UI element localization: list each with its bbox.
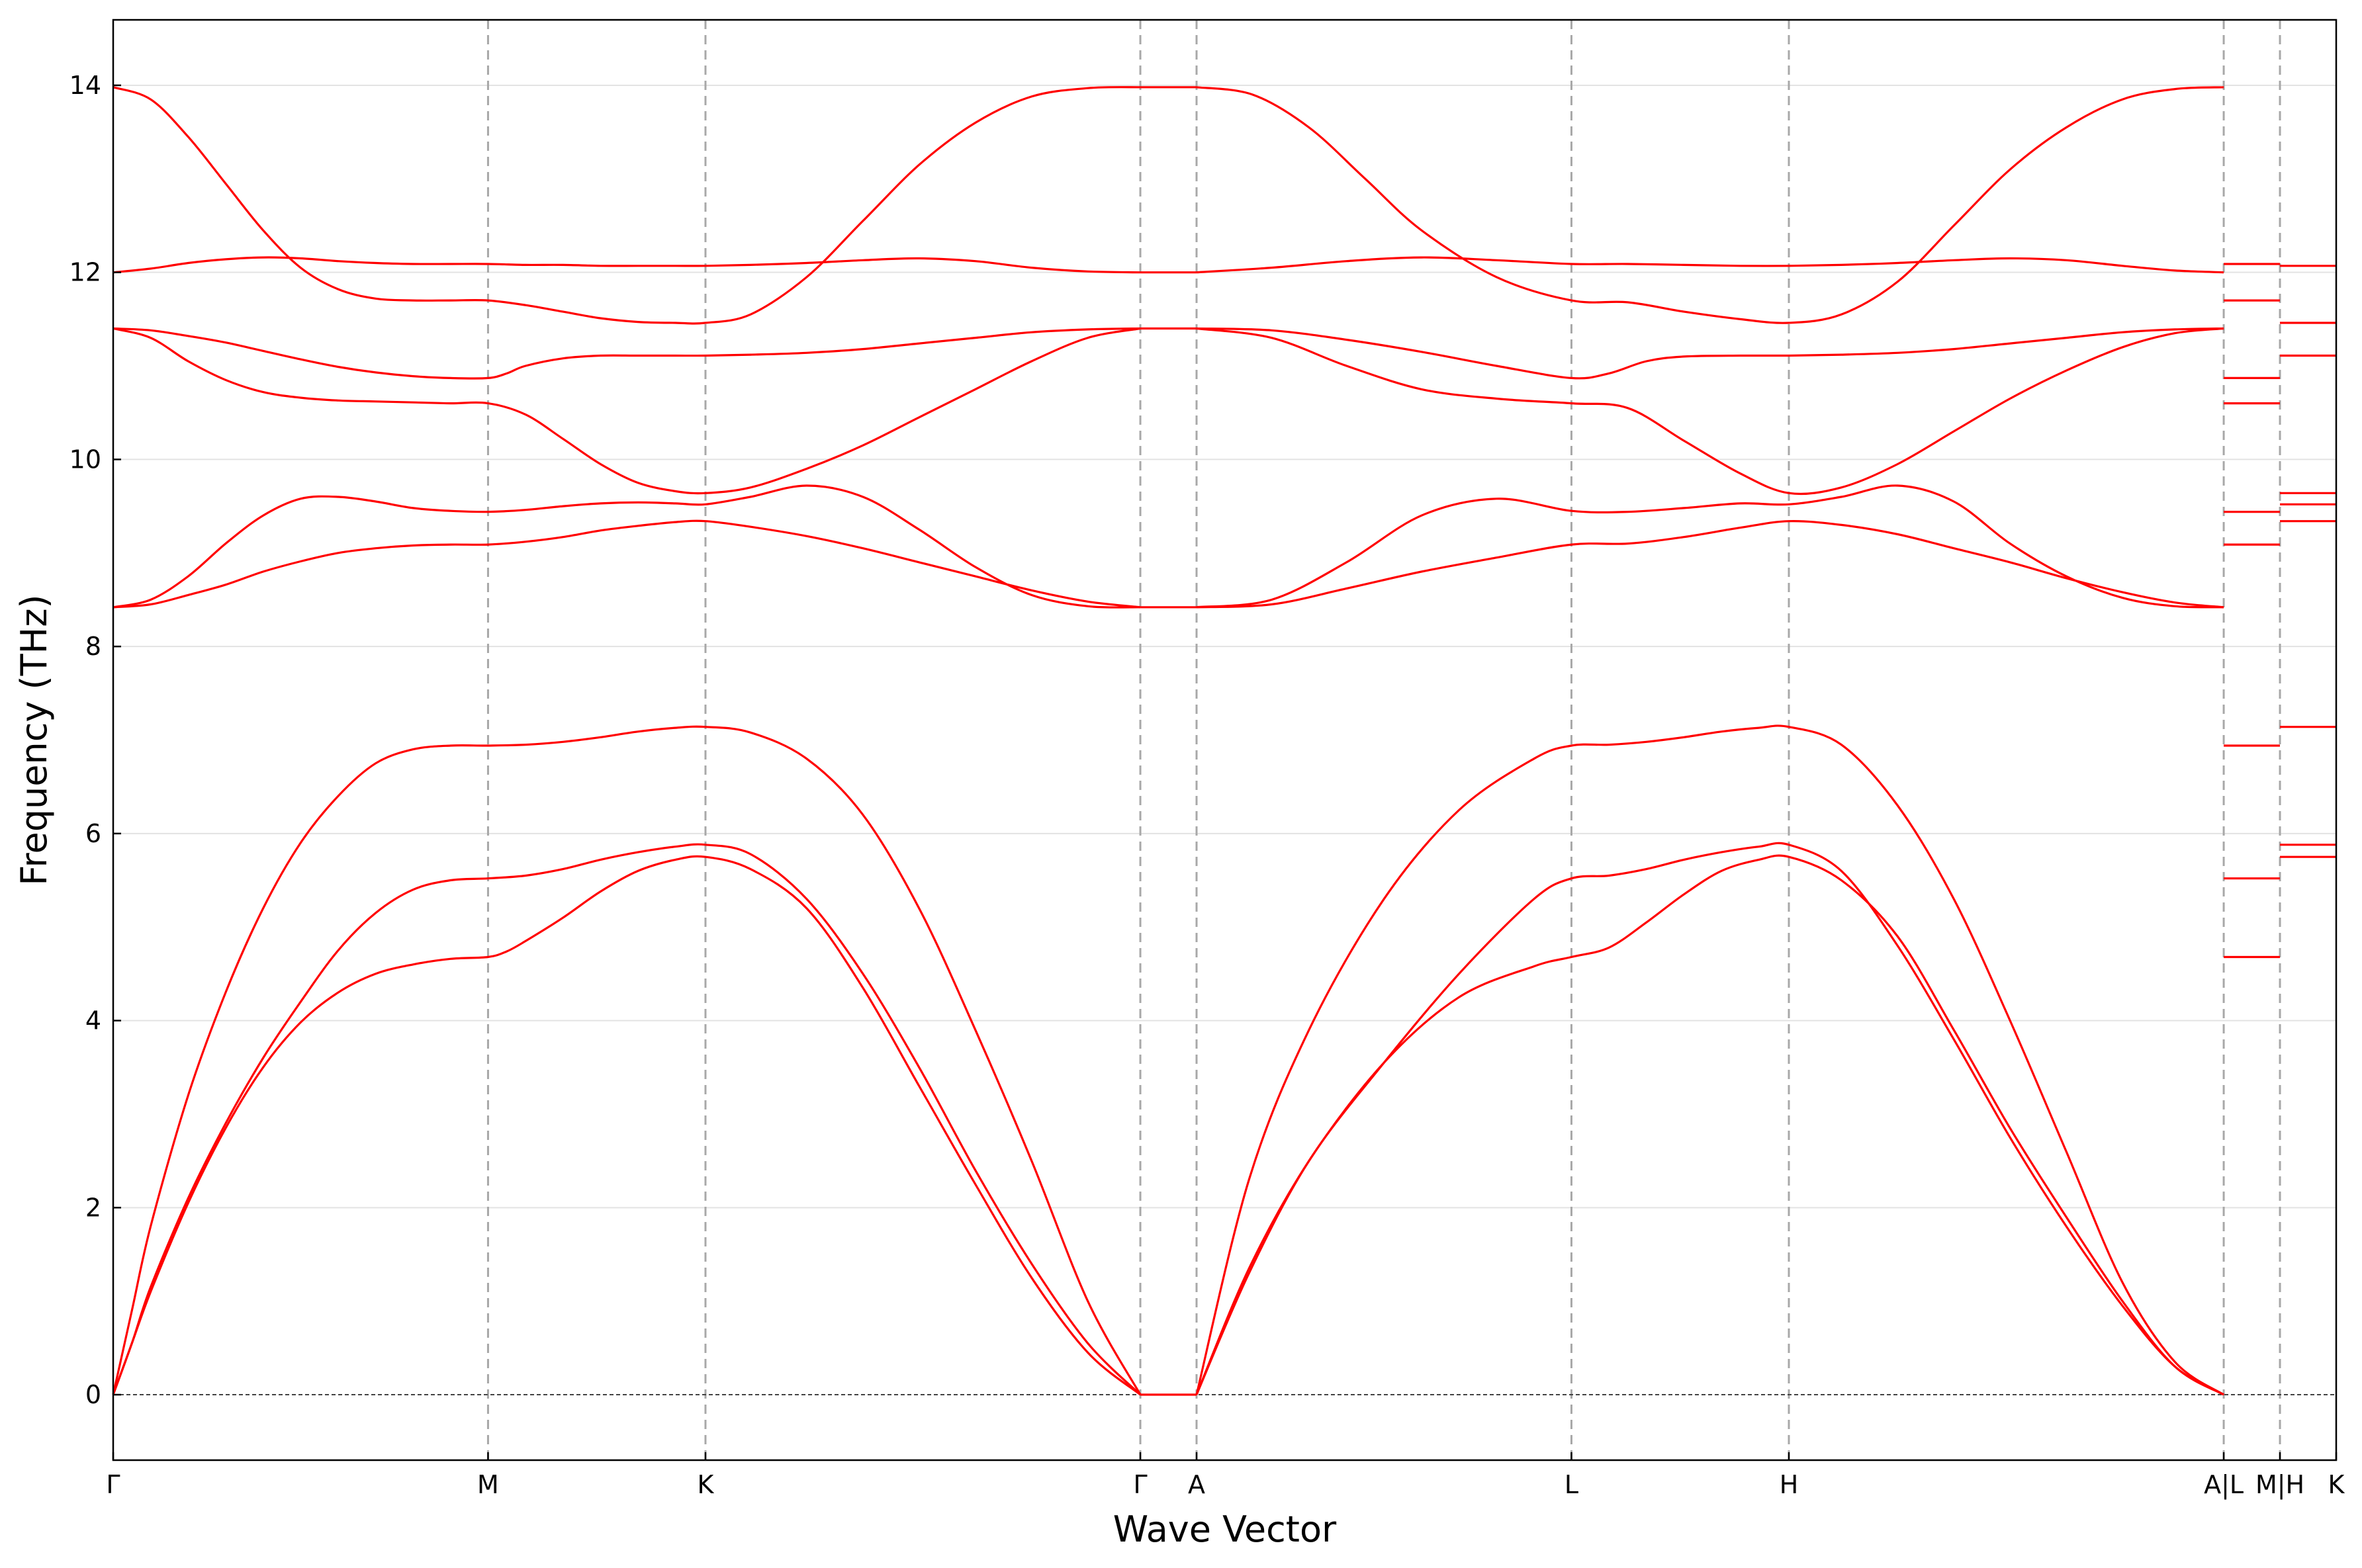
high-symmetry-lines	[486, 20, 2281, 1460]
x-tick-label: Γ	[1133, 1470, 1147, 1499]
band-line	[112, 843, 1142, 1396]
band-line	[113, 519, 1141, 609]
band-line	[1195, 842, 2224, 1396]
y-tick-label: 8	[85, 632, 101, 661]
x-tick-label: K	[698, 1470, 715, 1499]
y-tick-label: 12	[69, 258, 101, 287]
band-series-layer	[112, 86, 2336, 1396]
band-line	[1196, 327, 2224, 496]
x-tick-label: M|H	[2255, 1470, 2304, 1500]
x-tick-label: Γ	[106, 1470, 120, 1499]
band-line	[1196, 327, 2224, 380]
x-tick-label: H	[1780, 1470, 1799, 1499]
band-line	[113, 327, 1141, 495]
band-line	[113, 256, 1141, 274]
y-tick-label: 4	[85, 1006, 101, 1035]
x-axis-ticks: Γ M K Γ A L H A|L M|H K	[106, 1452, 2345, 1500]
band-line	[113, 327, 1141, 380]
band-line	[1196, 484, 2224, 609]
y-tick-label: 10	[69, 445, 101, 474]
band-line	[1196, 86, 2224, 324]
band-line	[113, 484, 1141, 609]
y-tick-label: 2	[85, 1193, 101, 1222]
band-line	[113, 86, 1141, 325]
plot-frame	[112, 19, 2338, 1461]
band-line	[112, 725, 1142, 1395]
x-tick-label: K	[2328, 1470, 2345, 1499]
grid-layer	[113, 84, 2336, 1209]
x-tick-label: M	[477, 1470, 499, 1499]
x-axis-label: Wave Vector	[1113, 1508, 1337, 1550]
x-tick-label: A	[1188, 1470, 1205, 1499]
x-tick-label: L	[1565, 1470, 1578, 1499]
band-line	[1196, 256, 2224, 274]
x-tick-label: A|L	[2204, 1470, 2244, 1500]
y-axis-ticks: 0 2 4 6 8 10 12 14	[69, 71, 121, 1409]
band-line	[1195, 724, 2224, 1396]
band-line	[112, 855, 1142, 1396]
y-tick-label: 14	[69, 71, 101, 100]
y-axis-label: Frequency (THz)	[13, 594, 55, 885]
y-tick-label: 0	[85, 1380, 101, 1409]
y-tick-label: 6	[85, 819, 101, 848]
band-line	[1196, 520, 2224, 609]
